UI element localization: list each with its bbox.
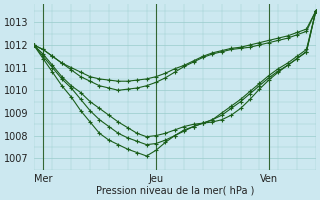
X-axis label: Pression niveau de la mer( hPa ): Pression niveau de la mer( hPa ): [96, 186, 254, 196]
